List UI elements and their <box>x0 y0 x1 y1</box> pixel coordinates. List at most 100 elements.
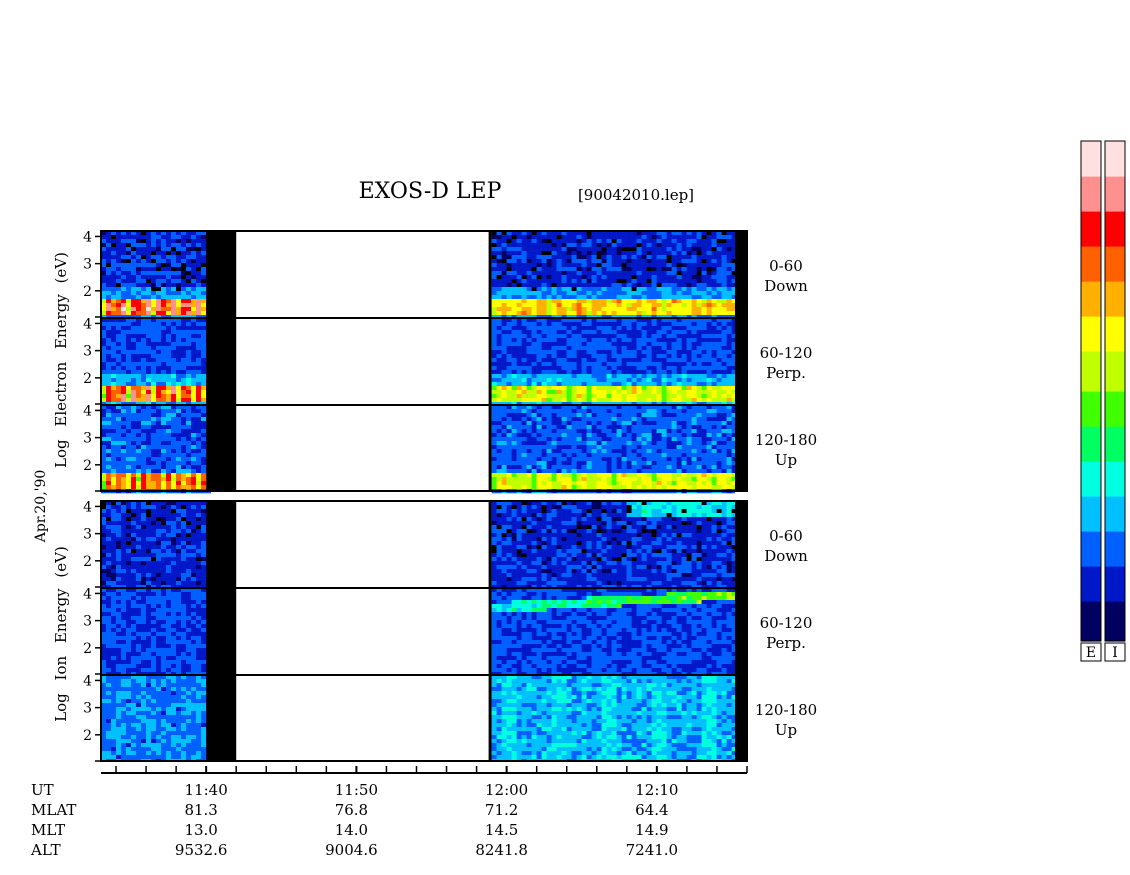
gap-edge-1 <box>488 501 492 761</box>
ion-label-ion: Ion <box>52 656 70 681</box>
colorbar-segment <box>1105 436 1125 442</box>
orbit-row-value: 12:00 <box>485 781 528 799</box>
colorbar-segment <box>1105 571 1125 577</box>
panel-direction: Up <box>775 721 797 739</box>
colorbar-segment <box>1105 446 1125 452</box>
colorbar-segment <box>1081 306 1101 312</box>
colorbar-segment <box>1081 596 1101 602</box>
y-tick-label: 2 <box>83 371 92 387</box>
colorbar-segment <box>1081 256 1101 262</box>
colorbar-segment <box>1081 341 1101 347</box>
panel-pitch-angle: 0-60 <box>769 257 803 275</box>
colorbar-segment <box>1105 221 1125 227</box>
colorbar-segment <box>1105 281 1125 287</box>
colorbar-segment <box>1081 186 1101 192</box>
colorbar-segment <box>1105 256 1125 262</box>
colorbar-segment <box>1081 376 1101 382</box>
colorbar-segment <box>1081 191 1101 197</box>
y-tick-label: 2 <box>83 284 92 300</box>
colorbar-segment <box>1081 466 1101 472</box>
orbit-row-value: 14.5 <box>485 821 518 839</box>
colorbar-segment <box>1105 266 1125 272</box>
colorbar-segment <box>1081 231 1101 237</box>
colorbar-segment <box>1081 236 1101 242</box>
colorbar-segment <box>1105 351 1125 357</box>
colorbar-segment <box>1081 556 1101 562</box>
colorbar-segment <box>1081 331 1101 337</box>
colorbar-segment <box>1081 501 1101 507</box>
colorbar-segment <box>1081 281 1101 287</box>
panel-pitch-angle: 60-120 <box>760 614 813 632</box>
colorbar-segment <box>1105 521 1125 527</box>
colorbar-segment <box>1081 211 1101 217</box>
colorbar-segment <box>1081 176 1101 182</box>
colorbar-segment <box>1105 506 1125 512</box>
colorbar-segment <box>1081 561 1101 567</box>
colorbar-segment <box>1105 556 1125 562</box>
colorbar-segment <box>1105 271 1125 277</box>
time-axis <box>101 766 748 774</box>
panel-direction: Perp. <box>766 634 806 652</box>
spectrogram-left-block <box>101 231 211 761</box>
colorbar-segment <box>1081 396 1101 402</box>
colorbar-segment <box>1105 156 1125 162</box>
colorbar-segment <box>1105 591 1125 597</box>
panel-pitch-angle: 120-180 <box>755 431 817 449</box>
colorbar-segment <box>1081 571 1101 577</box>
colorbar-segment <box>1081 156 1101 162</box>
ion-label-log: Log <box>52 693 70 722</box>
colorbar-segment <box>1105 406 1125 412</box>
colorbar-segment <box>1081 196 1101 202</box>
colorbar-segment <box>1081 161 1101 167</box>
colorbar-segment <box>1105 631 1125 637</box>
colorbar-segment <box>1081 291 1101 297</box>
colorbar-segment <box>1081 601 1101 607</box>
colorbar-segment <box>1081 351 1101 357</box>
data-gaps <box>206 231 747 761</box>
colorbar-segment <box>1081 361 1101 367</box>
colorbar-segment <box>1081 546 1101 552</box>
orbit-row-value: 7241.0 <box>626 841 679 859</box>
colorbar-segment <box>1105 301 1125 307</box>
colorbar-label: I <box>1112 645 1118 661</box>
colorbar-segment <box>1105 516 1125 522</box>
colorbar-segment <box>1081 141 1101 147</box>
colorbar-segment <box>1081 386 1101 392</box>
colorbar-segment <box>1105 386 1125 392</box>
colorbar-segment <box>1081 326 1101 332</box>
colorbar-segment <box>1105 291 1125 297</box>
colorbar-segment <box>1105 461 1125 467</box>
colorbar-segment <box>1105 376 1125 382</box>
colorbar-segment <box>1105 396 1125 402</box>
colorbar-segment <box>1105 191 1125 197</box>
colorbar-segment <box>1081 406 1101 412</box>
colorbar-segment <box>1105 391 1125 397</box>
electron-label-log: Log <box>52 439 70 468</box>
colorbar-segment <box>1081 151 1101 157</box>
colorbar-segment <box>1081 171 1101 177</box>
colorbar-segment <box>1105 186 1125 192</box>
colorbar-segment <box>1105 416 1125 422</box>
colorbar-segment <box>1105 141 1125 147</box>
colorbar-segment <box>1105 586 1125 592</box>
colorbar-segment <box>1081 581 1101 587</box>
colorbar-segment <box>1105 561 1125 567</box>
colorbar-segment <box>1105 311 1125 317</box>
colorbar-segment <box>1105 431 1125 437</box>
colorbar-segment <box>1105 621 1125 627</box>
colorbar-segment <box>1081 496 1101 502</box>
colorbar-segment <box>1081 576 1101 582</box>
colorbar-segment <box>1105 611 1125 617</box>
y-tick-label: 2 <box>83 728 92 744</box>
colorbar-label-box <box>1080 642 1102 662</box>
colorbar-segment <box>1081 411 1101 417</box>
colorbar-segment <box>1105 526 1125 532</box>
colorbar-segment <box>1105 496 1125 502</box>
panel-direction: Up <box>775 451 797 469</box>
colorbar-segment <box>1105 251 1125 257</box>
orbit-row-value: 64.4 <box>635 801 668 819</box>
colorbar-segment <box>1081 206 1101 212</box>
gap-edge-0 <box>488 231 492 491</box>
colorbar-segment <box>1105 296 1125 302</box>
